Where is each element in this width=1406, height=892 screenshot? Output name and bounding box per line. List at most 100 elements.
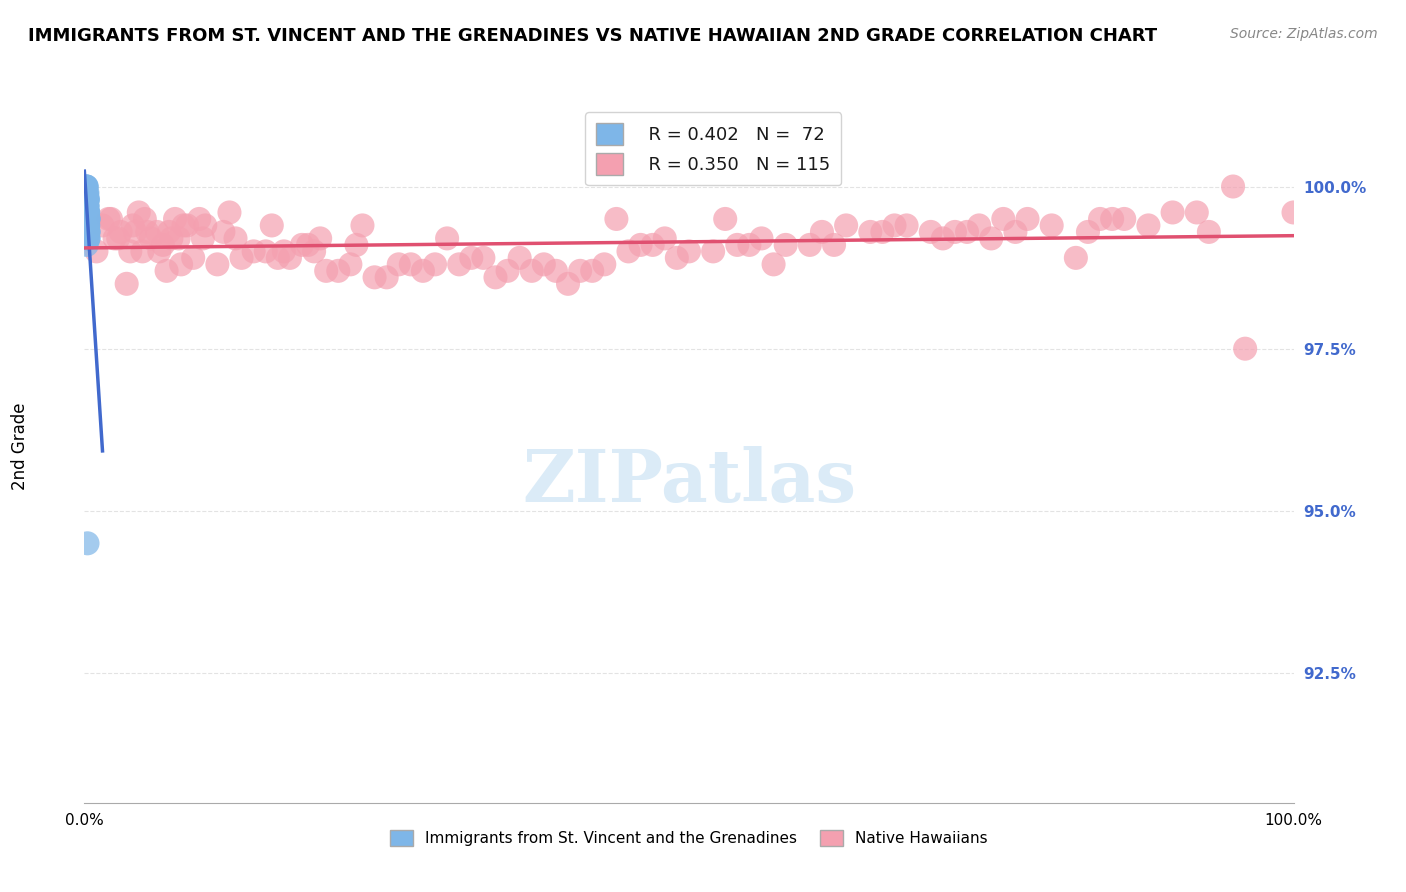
Point (76, 205, 98, 219)
Point (181, 251, 204, 265)
Point (76, 225, 98, 239)
Point (399, 257, 422, 271)
Point (581, 264, 603, 278)
Point (76, 238, 98, 252)
Point (76, 193, 98, 207)
Point (520, 264, 543, 278)
Point (157, 225, 180, 239)
Point (76, 219, 98, 233)
Point (76, 211, 98, 226)
Point (76, 193, 98, 207)
Point (76, 186, 98, 200)
Point (76, 199, 98, 213)
Point (77, 193, 100, 207)
Point (346, 238, 368, 252)
Point (173, 219, 195, 233)
Point (104, 231, 127, 245)
Point (77, 205, 100, 219)
Point (436, 231, 458, 245)
Point (496, 264, 519, 278)
Point (124, 225, 146, 239)
Y-axis label: 2nd Grade: 2nd Grade (11, 402, 28, 490)
Point (388, 257, 411, 271)
Legend: Immigrants from St. Vincent and the Grenadines, Native Hawaiians: Immigrants from St. Vincent and the Gren… (384, 824, 994, 852)
Point (76, 219, 98, 233)
Point (76, 219, 98, 233)
Point (131, 244, 153, 259)
Point (212, 225, 235, 239)
Point (176, 219, 198, 233)
Point (509, 251, 531, 265)
Point (665, 251, 688, 265)
Point (76, 199, 98, 213)
Point (76, 205, 98, 219)
Point (460, 251, 482, 265)
Point (76, 199, 98, 213)
Point (932, 231, 955, 245)
Point (76, 199, 98, 213)
Point (254, 244, 277, 259)
Point (115, 277, 138, 291)
Point (859, 225, 882, 239)
Point (762, 257, 785, 271)
Point (278, 251, 301, 265)
Point (352, 219, 374, 233)
Point (75, 205, 97, 219)
Point (167, 231, 190, 245)
Point (77, 211, 100, 226)
Point (146, 225, 169, 239)
Point (128, 205, 150, 219)
Point (76, 536, 98, 550)
Point (291, 238, 314, 252)
Point (75, 211, 97, 226)
Point (1185, 205, 1208, 219)
Point (134, 211, 156, 226)
Point (714, 211, 737, 226)
Point (76, 193, 98, 207)
Point (423, 257, 446, 271)
Point (77, 211, 100, 226)
Point (1161, 205, 1184, 219)
Point (76, 219, 98, 233)
Point (309, 231, 332, 245)
Point (77, 231, 100, 245)
Point (242, 244, 264, 259)
Point (76, 199, 98, 213)
Point (76, 179, 98, 194)
Point (76, 211, 98, 226)
Point (1004, 225, 1026, 239)
Point (605, 211, 627, 226)
Point (76, 205, 98, 219)
Point (76, 205, 98, 219)
Point (967, 219, 990, 233)
Point (823, 238, 845, 252)
Text: ZIPatlas: ZIPatlas (522, 446, 856, 517)
Point (77, 205, 100, 219)
Point (76, 219, 98, 233)
Text: Source: ZipAtlas.com: Source: ZipAtlas.com (1230, 27, 1378, 41)
Point (152, 238, 174, 252)
Point (76, 186, 98, 200)
Point (191, 231, 214, 245)
Point (617, 244, 640, 259)
Point (297, 238, 319, 252)
Point (86, 244, 108, 259)
Point (188, 211, 211, 226)
Point (544, 264, 567, 278)
Point (75, 179, 97, 194)
Point (1077, 225, 1099, 239)
Point (77, 231, 100, 245)
Point (155, 264, 177, 278)
Point (738, 238, 761, 252)
Point (811, 225, 834, 239)
Point (120, 244, 142, 259)
Point (751, 231, 773, 245)
Point (76, 199, 98, 213)
Point (76, 225, 98, 239)
Point (139, 231, 162, 245)
Point (165, 211, 187, 226)
Point (107, 231, 129, 245)
Point (225, 231, 247, 245)
Point (1198, 225, 1220, 239)
Point (76, 193, 98, 207)
